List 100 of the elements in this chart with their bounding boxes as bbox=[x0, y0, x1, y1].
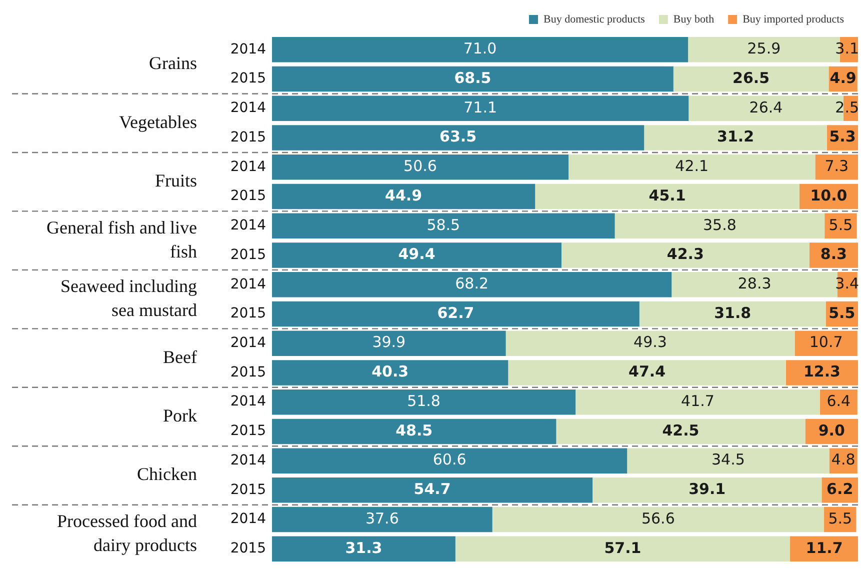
bar bbox=[614, 213, 825, 239]
y-tick-label: 2014 bbox=[230, 276, 266, 292]
bar bbox=[272, 478, 593, 503]
data-label: 5.5 bbox=[828, 304, 856, 322]
bar bbox=[672, 272, 838, 298]
data-label: 34.5 bbox=[712, 450, 745, 469]
data-label: 8.3 bbox=[820, 245, 847, 264]
legend-label: Buy domestic products bbox=[543, 13, 645, 26]
data-label: 10.7 bbox=[809, 333, 843, 352]
text: Chicken bbox=[137, 464, 197, 484]
data-label: 9.0 bbox=[818, 421, 845, 440]
y-tick-label: 2014 bbox=[230, 158, 266, 175]
bar bbox=[644, 125, 827, 150]
bar bbox=[508, 360, 786, 386]
bar bbox=[272, 418, 556, 444]
y-tick-label: 2015 bbox=[230, 540, 266, 557]
data-label: 49.4 bbox=[398, 245, 436, 264]
bar bbox=[815, 154, 858, 180]
data-label: 4.8 bbox=[831, 450, 856, 469]
data-label: 25.9 bbox=[747, 40, 781, 58]
text: Beef bbox=[163, 346, 197, 367]
data-label: 44.9 bbox=[385, 186, 422, 204]
y-tick-label: 2015 bbox=[230, 70, 266, 87]
data-label: 26.4 bbox=[749, 98, 783, 116]
y-tick-label: 2014 bbox=[230, 41, 266, 58]
legend-label: Buy both bbox=[673, 13, 715, 26]
text: Pork bbox=[162, 406, 197, 426]
data-label: 3.1 bbox=[835, 40, 859, 58]
data-label: 5.5 bbox=[828, 216, 853, 234]
data-label: 39.1 bbox=[688, 480, 726, 498]
bar bbox=[639, 301, 826, 327]
data-label: 54.7 bbox=[414, 480, 451, 498]
data-label: 35.8 bbox=[703, 216, 736, 234]
data-label: 6.4 bbox=[826, 392, 851, 410]
y-tick-label: 2014 bbox=[230, 452, 266, 468]
bar bbox=[272, 184, 536, 210]
data-label: 26.5 bbox=[732, 68, 770, 87]
bar bbox=[506, 330, 795, 356]
bar bbox=[455, 536, 790, 562]
bar bbox=[272, 301, 640, 327]
data-label: 68.2 bbox=[455, 274, 489, 293]
bar bbox=[492, 506, 824, 532]
bar bbox=[272, 37, 688, 62]
data-label: 11.7 bbox=[806, 538, 843, 557]
data-label: 31.3 bbox=[345, 538, 382, 557]
bar bbox=[556, 418, 806, 444]
data-label: 6.2 bbox=[826, 480, 854, 498]
data-label: 41.7 bbox=[681, 392, 714, 410]
text: Seaweed including sea mustard bbox=[60, 276, 197, 320]
bar bbox=[561, 242, 810, 268]
bar bbox=[272, 213, 615, 239]
y-tick-label: 2014 bbox=[230, 511, 266, 528]
bar bbox=[272, 125, 644, 150]
bar bbox=[272, 536, 456, 562]
y-tick-label: 2014 bbox=[230, 218, 266, 234]
y-tick-label: 2014 bbox=[230, 334, 266, 351]
data-label: 42.3 bbox=[666, 245, 704, 264]
y-tick-label: 2015 bbox=[230, 364, 266, 380]
text: General fish and live fish bbox=[46, 217, 197, 262]
y-tick-label: 2015 bbox=[230, 246, 266, 263]
data-label: 28.3 bbox=[738, 274, 772, 293]
bar bbox=[568, 154, 816, 180]
bar bbox=[272, 360, 508, 386]
bar bbox=[576, 389, 820, 415]
data-label: 40.3 bbox=[372, 362, 409, 381]
data-label: 45.1 bbox=[648, 186, 686, 204]
y-tick-label: 2014 bbox=[230, 394, 266, 410]
bar bbox=[592, 478, 822, 503]
data-label: 71.0 bbox=[463, 40, 497, 58]
bar bbox=[272, 330, 506, 356]
data-label: 10.0 bbox=[810, 186, 848, 204]
bar bbox=[272, 242, 562, 268]
data-label: 37.6 bbox=[365, 509, 399, 528]
data-label: 57.1 bbox=[604, 538, 642, 557]
data-label: 7.3 bbox=[824, 157, 849, 176]
data-label: 5.5 bbox=[828, 509, 852, 528]
data-label: 62.7 bbox=[437, 304, 474, 322]
data-label: 68.5 bbox=[454, 68, 492, 87]
data-label: 31.2 bbox=[717, 128, 754, 146]
data-label: 42.1 bbox=[675, 157, 709, 176]
bar bbox=[272, 506, 492, 532]
data-label: 71.1 bbox=[464, 98, 498, 116]
bar bbox=[673, 66, 829, 92]
data-label: 5.3 bbox=[829, 128, 856, 146]
data-label: 50.6 bbox=[404, 157, 437, 176]
bar bbox=[272, 389, 576, 415]
bar bbox=[272, 448, 628, 474]
text: Processed food and dairy products bbox=[57, 510, 197, 555]
bar bbox=[272, 66, 674, 92]
bar bbox=[790, 536, 858, 562]
bar bbox=[272, 272, 672, 298]
data-label: 4.9 bbox=[830, 68, 856, 87]
y-tick-label: 2015 bbox=[230, 482, 266, 498]
data-label: 39.9 bbox=[372, 333, 406, 352]
text: Fruits bbox=[154, 170, 197, 191]
data-label: 58.5 bbox=[426, 216, 460, 234]
y-tick-label: 2015 bbox=[230, 188, 266, 204]
y-tick-label: 2015 bbox=[230, 129, 266, 146]
data-label: 56.6 bbox=[641, 509, 675, 528]
bar bbox=[627, 448, 830, 474]
